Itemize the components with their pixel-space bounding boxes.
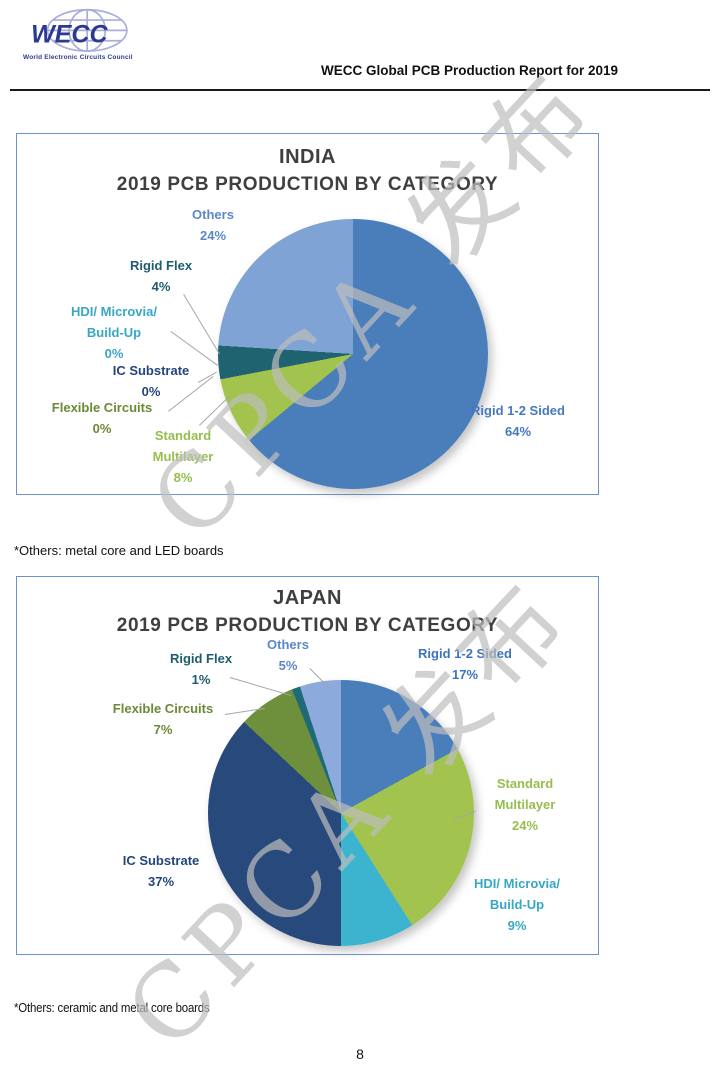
pie-label-flexible-circuits: Flexible Circuits 7% — [112, 701, 214, 737]
pie-label-standard-multilayer: Standard Multilayer 8% — [152, 428, 214, 485]
japan-chart-box: JAPAN 2019 PCB PRODUCTION BY CATEGORY Ot… — [16, 576, 599, 955]
header-rule — [10, 89, 710, 91]
pie-label-rigid-flex: Rigid Flex 1% — [169, 651, 233, 687]
page-number: 8 — [356, 1046, 364, 1062]
pie-label-ic-substrate: IC Substrate 0% — [112, 363, 190, 399]
pie-label-hdi: HDI/ Microvia/ Build-Up 0% — [71, 304, 157, 361]
japan-chart-subtitle: 2019 PCB PRODUCTION BY CATEGORY — [116, 615, 499, 636]
pie-label-ic-substrate: IC Substrate 37% — [122, 853, 200, 889]
report-title: WECC Global PCB Production Report for 20… — [320, 63, 618, 78]
india-chart-subtitle: 2019 PCB PRODUCTION BY CATEGORY — [116, 174, 499, 195]
pie-label-rigid-12-sided: Rigid 1-2 Sided 17% — [418, 646, 512, 682]
pie-label-others: Others 5% — [267, 637, 309, 673]
india-note: *Others: metal core and LED boards — [14, 543, 224, 558]
pie-label-others: Others 24% — [192, 207, 234, 243]
pie-label-hdi: HDI/ Microvia/ Build-Up 9% — [474, 876, 560, 933]
logo-tagline: World Electronic Circuits Council — [23, 54, 133, 61]
india-pie — [218, 219, 488, 489]
logo-text: WECC — [31, 20, 108, 48]
wecc-logo: WECC — [31, 8, 128, 52]
pie-label-flexible-circuits: Flexible Circuits 0% — [51, 400, 153, 436]
japan-note: *Others: ceramic and metal core boards — [14, 1000, 210, 1015]
pie-label-rigid-flex: Rigid Flex 4% — [129, 258, 193, 294]
pie-label-rigid-12-sided: Rigid 1-2 Sided 64% — [471, 403, 565, 439]
japan-chart-title: JAPAN — [273, 587, 342, 609]
india-chart-title: INDIA — [279, 146, 336, 168]
japan-pie — [208, 680, 474, 946]
india-chart-box: INDIA 2019 PCB PRODUCTION BY CATEGORY Ot… — [16, 133, 599, 495]
pie-label-standard-multilayer: Standard Multilayer 24% — [494, 776, 556, 833]
